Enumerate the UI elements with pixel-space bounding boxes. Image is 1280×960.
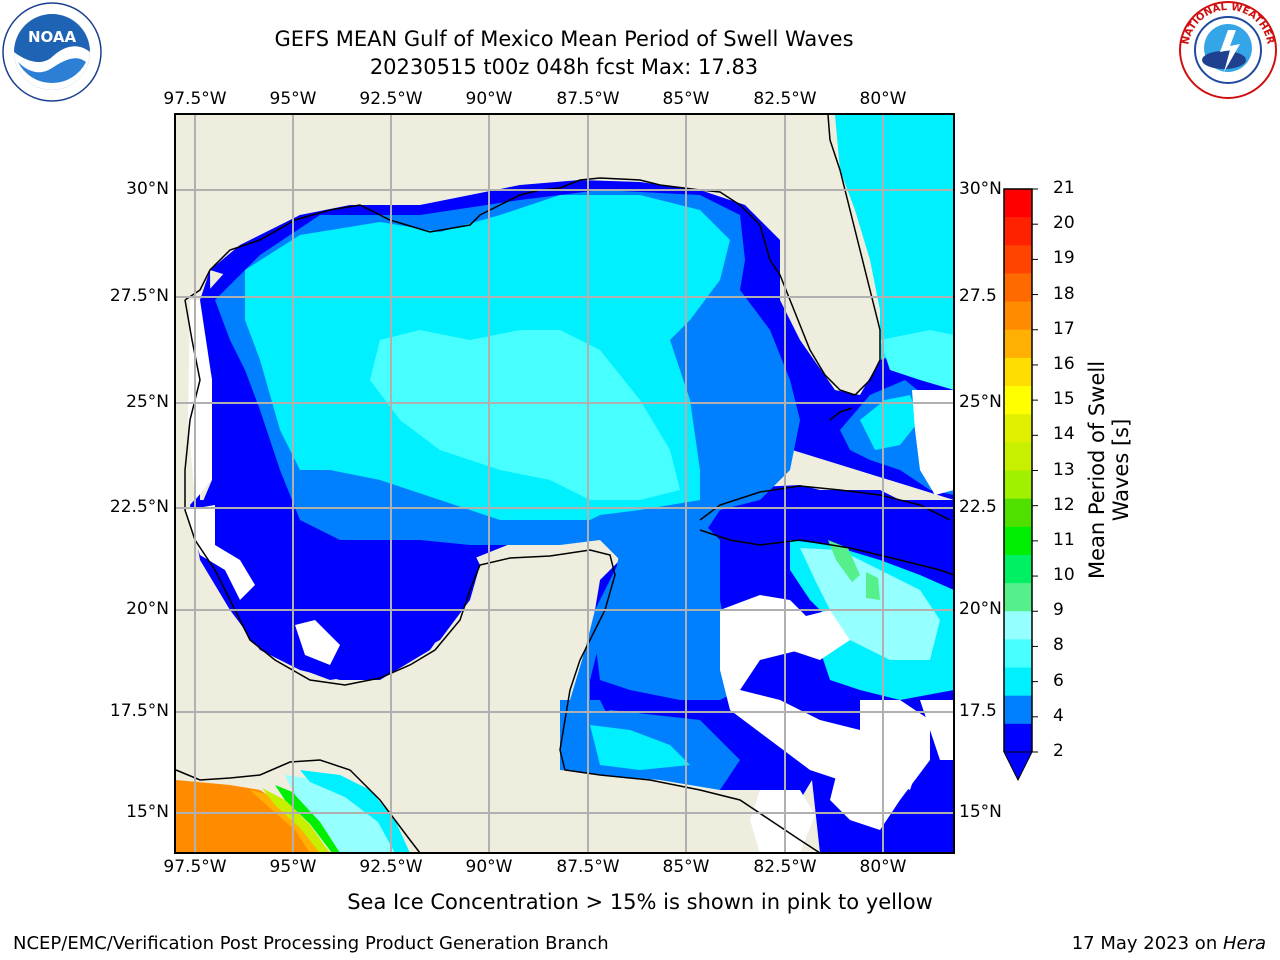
lat-label-right: 30°N (959, 179, 1002, 199)
pacific-swell-16s (250, 790, 322, 853)
date-text: 17 May 2023 on Hera (1072, 933, 1266, 954)
lat-label-right: 15°N (959, 802, 1002, 822)
lon-label-bottom: 82.5°W (753, 857, 817, 877)
lat-label-left: 27.5°N (109, 286, 169, 306)
lon-label-top: 90°W (465, 89, 513, 109)
colorbar-tick-label: 6 (1053, 670, 1064, 691)
map-gridlines (176, 115, 954, 853)
colorbar-swatch (1004, 301, 1032, 331)
colorbar-tick-label: 13 (1053, 459, 1075, 480)
colorbar-tick-label: 8 (1053, 635, 1064, 656)
lon-label-top: 95°W (269, 89, 317, 109)
colorbar-tick-label: 15 (1053, 389, 1075, 410)
lat-label-right: 20°N (959, 599, 1002, 619)
colorbar-tick-label: 21 (1053, 178, 1075, 198)
lon-label-bottom: 87.5°W (556, 857, 620, 877)
colorbar-swatch (1004, 611, 1032, 640)
lon-label-top: 82.5°W (753, 89, 817, 109)
colorbar-swatch (1004, 470, 1032, 500)
colorbar-tick-label: 19 (1053, 248, 1075, 269)
swell-8-9s-east-caribbean (800, 548, 940, 660)
coastlines (176, 115, 954, 853)
colorbar-tick-label: 2 (1053, 741, 1064, 761)
lon-label-bottom: 90°W (465, 857, 513, 877)
colorbar-extend-arrow (1003, 751, 1033, 782)
colorbar-tick-label: 14 (1053, 424, 1075, 445)
colorbar-tick-label: 10 (1053, 565, 1075, 586)
colorbar-swatch (1004, 414, 1032, 443)
lon-label-bottom: 97.5°W (163, 857, 227, 877)
lon-label-bottom: 85°W (662, 857, 710, 877)
colorbar-tick-label: 11 (1053, 529, 1075, 550)
noaa-logo: NOAA (2, 2, 102, 102)
swell-9-10s-patch (828, 540, 880, 600)
credit-text: NCEP/EMC/Verification Post Processing Pr… (13, 933, 609, 954)
swell-2-4s-west (195, 215, 480, 680)
colorbar-swatch (1004, 217, 1032, 246)
colorbar-swatch (1004, 386, 1032, 415)
lat-label-left: 30°N (126, 179, 169, 199)
swell-8-9s-atlantic (880, 330, 954, 390)
colorbar-swatch (1004, 498, 1032, 528)
colorbar-swatch (1004, 695, 1032, 725)
colorbar-swatch (1004, 273, 1032, 303)
colorbar (1003, 188, 1038, 782)
machine-name: Hera (1222, 933, 1266, 954)
colorbar-tick-label: 20 (1053, 213, 1075, 234)
colorbar-swatch (1004, 245, 1032, 274)
colorbar-swatch (1004, 526, 1032, 556)
colorbar-tick-label: 9 (1053, 600, 1064, 621)
colorbar-label: Mean Period of Swell Waves [s] (1085, 360, 1133, 580)
colorbar-swatch (1004, 667, 1032, 697)
colorbar-tick-label: 4 (1053, 705, 1064, 726)
colorbar-swatch (1004, 554, 1032, 584)
lat-label-right: 17.5 (959, 701, 997, 721)
lon-label-bottom: 95°W (269, 857, 317, 877)
national-weather-service-logo: NATIONAL WEATHER SERVICE (1178, 0, 1277, 99)
lon-label-bottom: 80°W (859, 857, 907, 877)
colorbar-tick-label: 16 (1053, 353, 1075, 374)
lon-label-top: 80°W (859, 89, 907, 109)
pacific-swell-6s (300, 770, 410, 853)
colorbar-tick-label: 17 (1053, 318, 1075, 339)
svg-text:NOAA: NOAA (28, 28, 77, 46)
colorbar-swatch (1004, 723, 1032, 753)
lat-label-right: 25°N (959, 392, 1002, 412)
lon-label-top: 97.5°W (163, 89, 227, 109)
date-prefix: 17 May 2023 on (1071, 933, 1223, 954)
colorbar-swatch (1004, 357, 1032, 387)
lat-label-left: 20°N (126, 599, 169, 619)
pacific-high-swell (176, 780, 320, 853)
lon-label-top: 92.5°W (359, 89, 423, 109)
lat-label-right: 22.5 (959, 497, 997, 517)
lon-label-bottom: 92.5°W (359, 857, 423, 877)
lat-label-right: 27.5 (959, 286, 997, 306)
map-subtitle: 20230515 t00z 048h fcst Max: 17.83 (369, 55, 759, 79)
lat-label-left: 17.5°N (109, 701, 169, 721)
colorbar-swatch (1004, 189, 1032, 218)
swell-6-8s-caribbean-south (590, 725, 690, 770)
swell-6-8s-bahamas (860, 395, 920, 450)
lat-label-left: 25°N (126, 392, 169, 412)
lat-label-left: 22.5°N (109, 497, 169, 517)
colorbar-swatch (1004, 639, 1032, 669)
lon-label-top: 85°W (662, 89, 710, 109)
colorbar-tick-label: 12 (1053, 494, 1075, 515)
colorbar-swatch (1004, 329, 1032, 359)
map-title: GEFS MEAN Gulf of Mexico Mean Period of … (274, 27, 854, 51)
swell-8-9s-core (370, 330, 680, 500)
swell-6-8s-atlantic (835, 115, 954, 360)
sea-ice-note: Sea Ice Concentration > 15% is shown in … (347, 890, 933, 914)
colorbar-tick-label: 18 (1053, 283, 1075, 304)
colorbar-swatch (1004, 583, 1032, 612)
lat-label-left: 15°N (126, 802, 169, 822)
pacific-swell-12s (262, 788, 330, 853)
lon-label-top: 87.5°W (556, 89, 620, 109)
colorbar-swatch (1004, 442, 1032, 471)
map-frame (174, 113, 955, 854)
